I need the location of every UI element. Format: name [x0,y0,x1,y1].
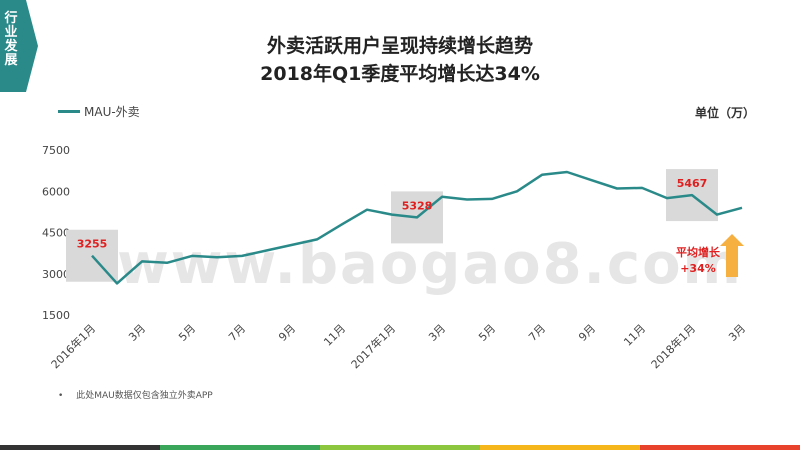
x-tick-label: 2016年1月 [48,321,98,371]
y-tick-label: 6000 [42,185,70,198]
footnote-text: 此处MAU数据仅包含独立外卖APP [76,391,213,401]
series-line [91,170,743,285]
footnote-bullet: • [58,391,64,401]
x-tick-label: 3月 [426,322,448,344]
legend: MAU-外卖 [58,103,140,120]
x-tick-label: 2017年1月 [348,321,398,371]
unit-label: 单位（万） [694,106,755,120]
x-tick-label: 2018年1月 [648,321,698,371]
annotation-label: 3255 [77,238,108,251]
title-line-1: 外卖活跃用户呈现持续增长趋势 [266,35,533,57]
bottom-bar-1 [0,445,160,450]
annotation-label: 5467 [677,177,708,190]
bottom-color-bars [0,445,800,450]
legend-swatch [58,110,80,113]
bottom-bar-2 [160,445,320,450]
x-tick-label: 3月 [726,322,748,344]
x-tick-label: 3月 [126,322,148,344]
y-tick-label: 4500 [42,227,70,240]
x-tick-label: 11月 [621,322,648,349]
growth-note-line1: 平均增长 [676,245,721,259]
x-tick-label: 5月 [176,322,198,344]
side-section-tab: 行业发展 [0,0,38,92]
side-tab-text: 行业发展 [4,11,18,68]
x-tick-label: 9月 [276,322,298,344]
side-tab-notch [26,0,38,92]
bottom-bar-3 [320,445,480,450]
x-tick-label: 5月 [476,322,498,344]
footnote: • 此处MAU数据仅包含独立外卖APP [58,388,213,401]
x-tick-label: 11月 [321,322,348,349]
annotation-label: 5328 [402,199,433,212]
chart-title: 外卖活跃用户呈现持续增长趋势 2018年Q1季度平均增长达34% [0,32,800,88]
legend-label: MAU-外卖 [84,105,140,119]
y-tick-label: 7500 [42,144,70,157]
y-tick-label: 1500 [42,309,70,322]
bottom-bar-5 [640,445,800,450]
growth-note-line2: +34% [680,262,716,275]
y-tick-label: 3000 [42,268,70,281]
title-line-2: 2018年Q1季度平均增长达34% [260,63,540,85]
x-tick-label: 7月 [526,322,548,344]
bottom-bar-4 [480,445,640,450]
x-tick-label: 9月 [576,322,598,344]
growth-arrow [720,234,744,277]
x-tick-label: 7月 [226,322,248,344]
